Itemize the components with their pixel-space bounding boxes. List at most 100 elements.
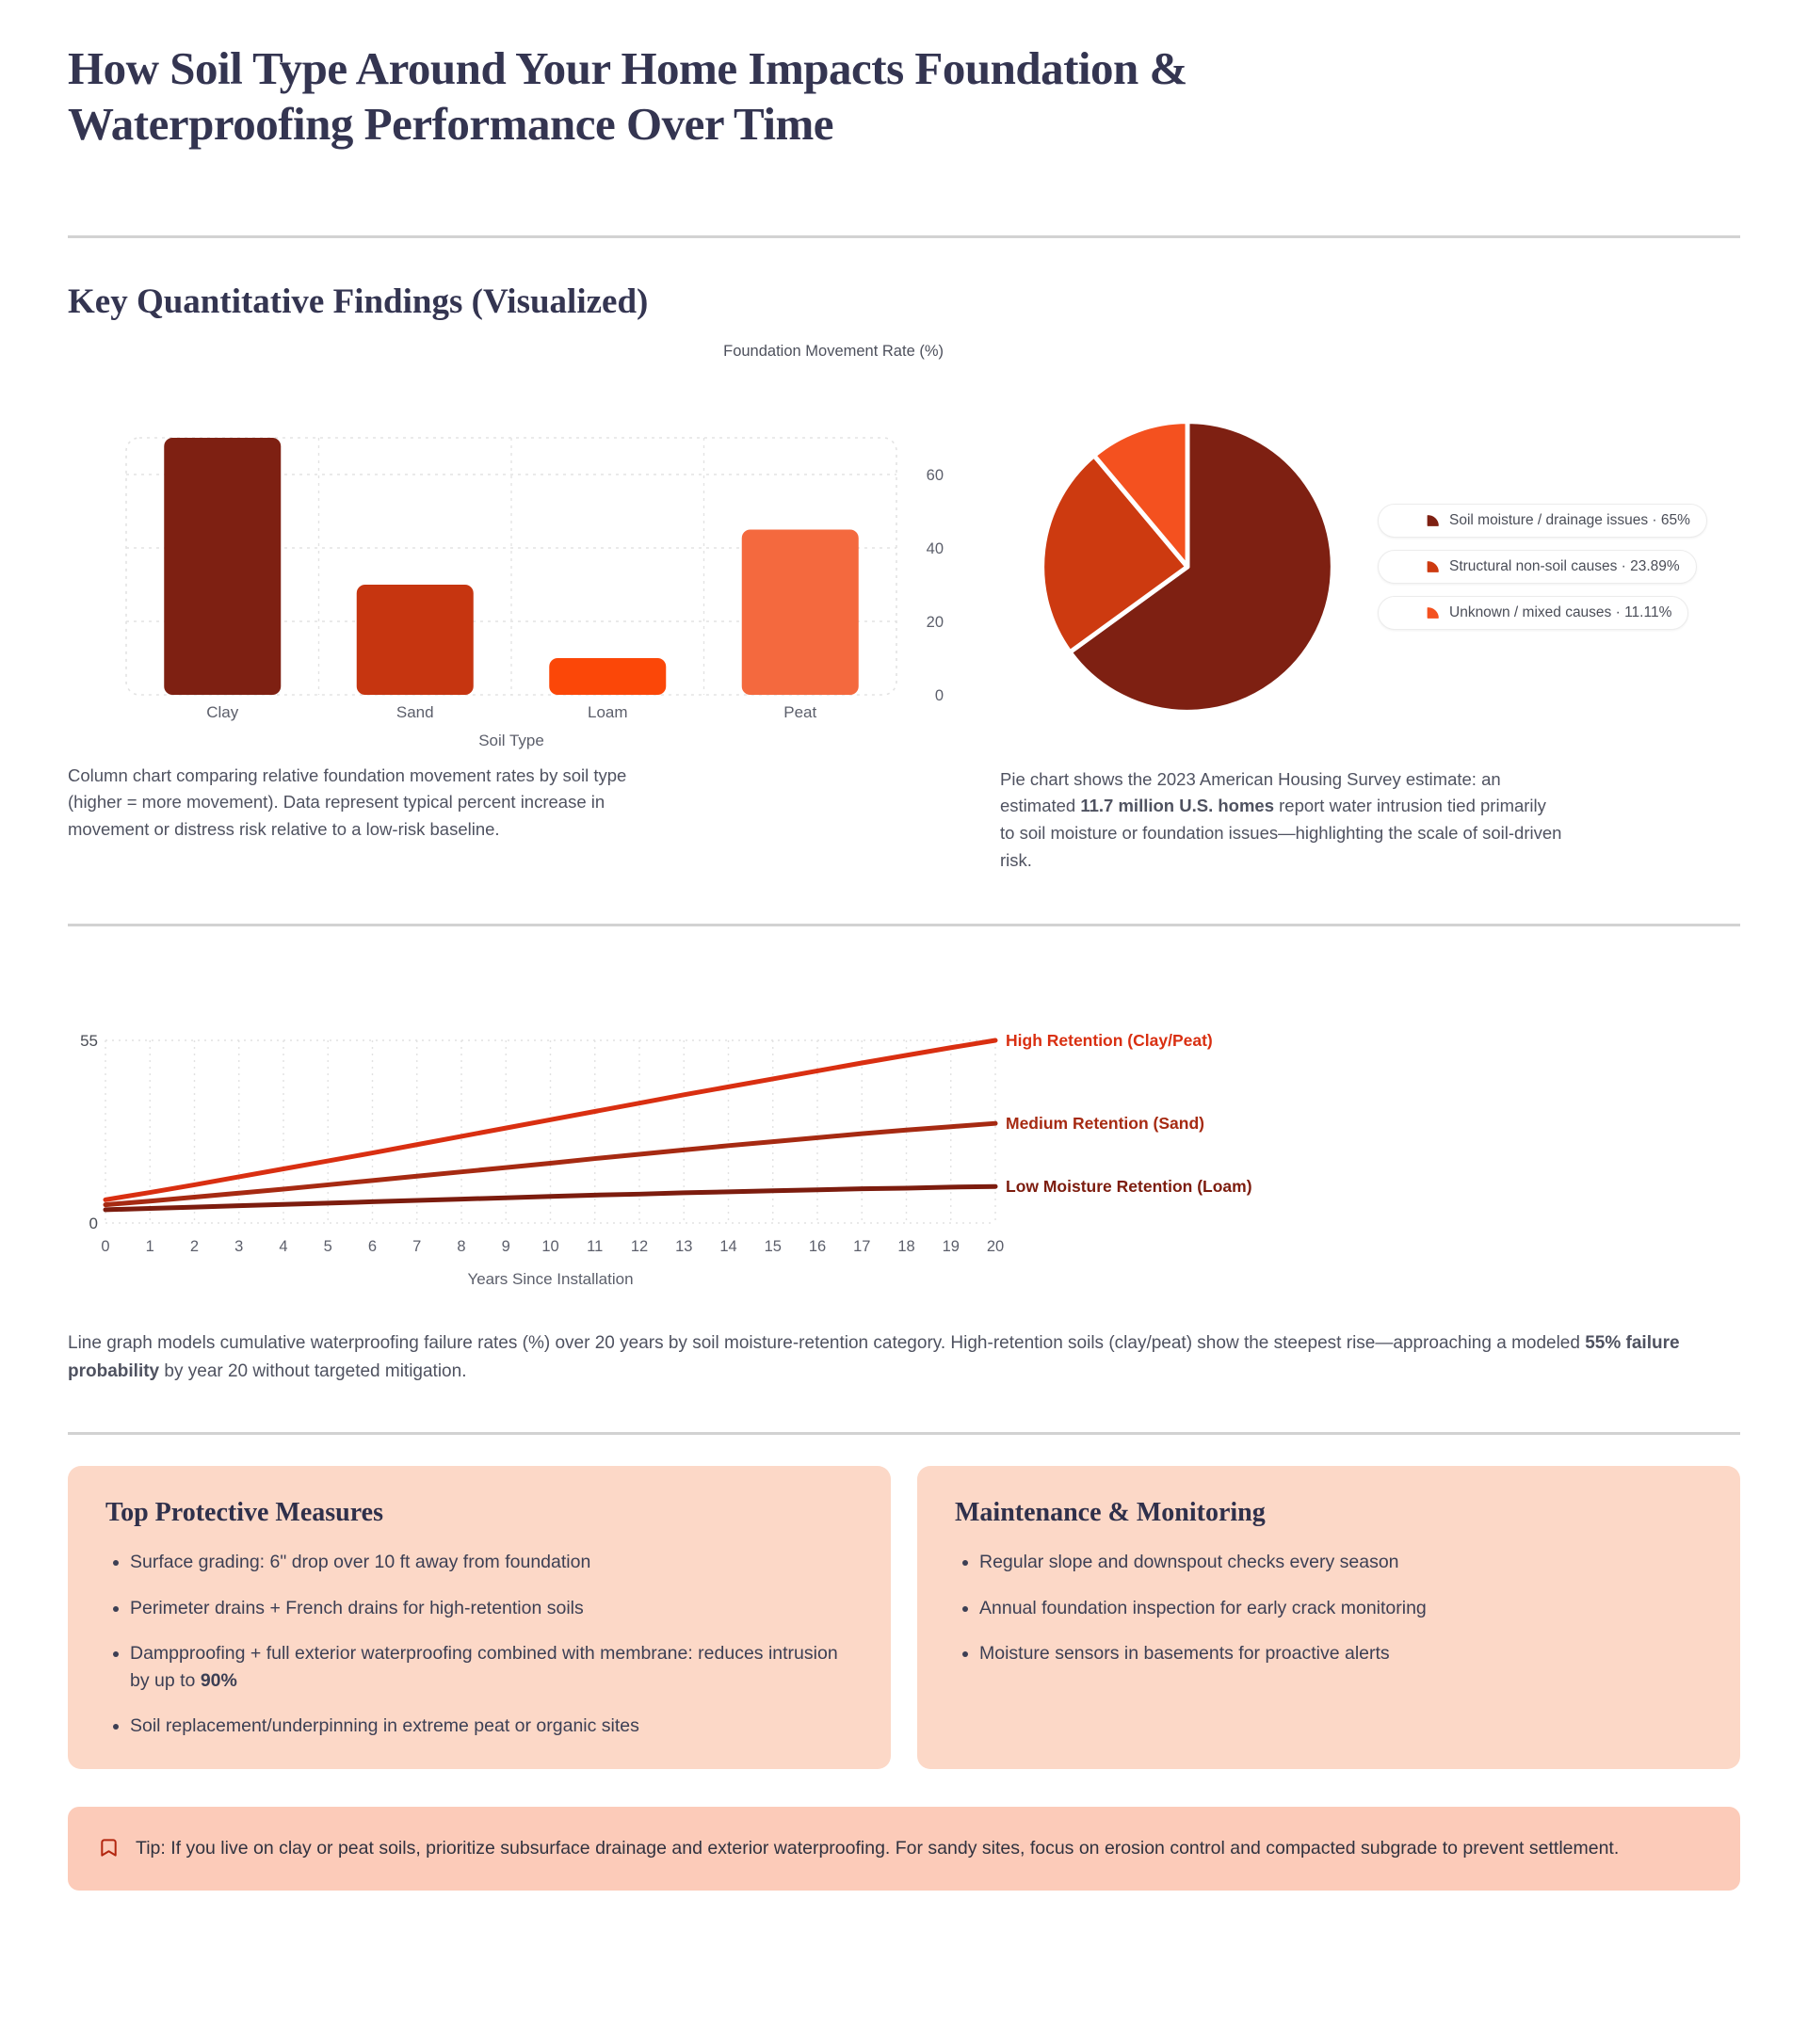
x-tick-label: 1 — [146, 1238, 154, 1255]
x-tick-label: Clay — [206, 703, 239, 721]
pie-slice-2 — [1091, 418, 1190, 570]
divider — [68, 234, 1740, 238]
pie-legend: Soil moisture / drainage issues · 65% Str… — [1378, 503, 1707, 630]
text: Soil replacement/underpinning in extreme… — [130, 1715, 639, 1737]
legend-label: Unknown / mixed causes · 11.11% — [1449, 604, 1672, 620]
x-tick-label: Sand — [396, 703, 434, 721]
divider — [68, 924, 1740, 927]
list-item: Moisture sensors in basements for proact… — [979, 1640, 1703, 1667]
y-tick-label: 0 — [89, 1215, 98, 1232]
series-label-1: Medium Retention (Sand) — [1006, 1114, 1204, 1133]
pie-wedge-icon — [1427, 561, 1439, 572]
x-tick-label: 5 — [324, 1238, 332, 1255]
x-tick-label: 8 — [457, 1238, 465, 1255]
bar-chart-title: Foundation Movement Rate (%) — [723, 343, 944, 360]
text: Tip: If you live on clay or peat soils, … — [136, 1837, 1620, 1859]
pie-slice-1 — [1040, 452, 1190, 654]
bold-text: 11.7 million U.S. homes — [1080, 796, 1274, 816]
x-tick-label: 0 — [101, 1238, 109, 1255]
tip-box: Tip: If you live on clay or peat soils, … — [68, 1806, 1740, 1891]
x-tick-label: Peat — [783, 703, 816, 721]
bookmark-icon — [98, 1837, 120, 1859]
text: Surface grading: 6" drop over 10 ft away… — [130, 1552, 591, 1573]
bold-text: 90% — [200, 1670, 237, 1692]
x-tick-label: 15 — [765, 1238, 782, 1255]
x-tick-label: 13 — [675, 1238, 692, 1255]
legend-item-1[interactable]: Structural non-soil causes · 23.89% — [1378, 549, 1697, 584]
x-tick-label: 19 — [943, 1238, 960, 1255]
series-label-0: High Retention (Clay/Peat) — [1006, 1031, 1213, 1050]
line-series-2 — [103, 1183, 998, 1213]
protective-measures-box: Top Protective Measures Surface grading:… — [68, 1466, 891, 1769]
x-tick-label: 11 — [587, 1238, 603, 1255]
x-tick-label: 4 — [279, 1238, 287, 1255]
list-item: Dampproofing + full exterior waterproofi… — [130, 1640, 853, 1696]
list-item: Regular slope and downspout checks every… — [979, 1549, 1703, 1576]
bar-chart: Foundation Movement Rate (%) 60 40 20 0 Clay S… — [125, 343, 944, 749]
text: Perimeter drains + French drains for hig… — [130, 1597, 584, 1618]
legend-item-2[interactable]: Unknown / mixed causes · 11.11% — [1378, 595, 1689, 630]
x-tick-label: 14 — [719, 1238, 736, 1255]
x-tick-label: 20 — [987, 1238, 1004, 1255]
text: Line graph models cumulative waterproofi… — [68, 1333, 1586, 1354]
line-chart-caption: Line graph models cumulative waterproofi… — [68, 1329, 1740, 1385]
pie-chart-area: Soil moisture / drainage issues · 65% Str… — [1000, 410, 1740, 723]
text: report water intrusion tied primarily to… — [1000, 796, 1562, 871]
list-item: Soil replacement/underpinning in extreme… — [130, 1713, 853, 1740]
x-tick-label: 6 — [368, 1238, 377, 1255]
bar-clay — [164, 437, 282, 695]
section-heading: Key Quantitative Findings (Visualized) — [68, 282, 649, 321]
charts-row: Foundation Movement Rate (%) 60 40 20 0 Clay S… — [68, 331, 1740, 875]
y-tick-label: 20 — [927, 614, 944, 631]
legend-item-0[interactable]: Soil moisture / drainage issues · 65% — [1378, 503, 1707, 538]
maintenance-monitoring-heading: Maintenance & Monitoring — [955, 1498, 1266, 1528]
article-page: How Soil Type Around Your Home Impacts F… — [0, 0, 1808, 1891]
pie-wedge-icon — [1427, 515, 1439, 526]
text: Moisture sensors in basements for proact… — [979, 1642, 1390, 1664]
page-title: How Soil Type Around Your Home Impacts F… — [68, 42, 1187, 150]
bar-chart-caption: Column chart comparing relative foundati… — [68, 763, 680, 845]
x-tick-label: 10 — [541, 1238, 558, 1255]
text: Dampproofing + full exterior waterproofi… — [130, 1642, 838, 1692]
x-tick-label: Loam — [588, 703, 628, 721]
x-tick-label: 16 — [809, 1238, 826, 1255]
x-tick-label: 18 — [897, 1238, 914, 1255]
series-label-2: Low Moisture Retention (Loam) — [1006, 1177, 1252, 1196]
y-tick-label: 0 — [935, 687, 944, 704]
maintenance-monitoring-box: Maintenance & Monitoring Regular slope a… — [917, 1466, 1740, 1769]
tip-text: Tip: If you live on clay or peat soils, … — [136, 1834, 1619, 1864]
x-tick-label: 3 — [234, 1238, 243, 1255]
text: Annual foundation inspection for early c… — [979, 1597, 1427, 1618]
line-series-1 — [103, 1120, 998, 1208]
list-item: Surface grading: 6" drop over 10 ft away… — [130, 1549, 853, 1576]
text: by year 20 without targeted mitigation. — [159, 1360, 467, 1381]
x-tick-label: 9 — [502, 1238, 510, 1255]
y-tick-label: 60 — [927, 467, 944, 484]
pie-wedge-icon — [1427, 607, 1439, 619]
bar-loam — [549, 657, 667, 695]
x-tick-label: 17 — [853, 1238, 870, 1255]
y-tick-label: 40 — [927, 540, 944, 557]
bar-xaxis-title: Soil Type — [478, 732, 544, 749]
bar-sand — [356, 584, 474, 695]
x-tick-label: 12 — [631, 1238, 648, 1255]
legend-label: Structural non-soil causes · 23.89% — [1449, 557, 1680, 574]
text: Regular slope and downspout checks every… — [979, 1552, 1399, 1573]
line-xaxis-title: Years Since Installation — [467, 1270, 633, 1288]
list-item: Annual foundation inspection for early c… — [979, 1595, 1703, 1622]
bar-chart-figure: Foundation Movement Rate (%) 60 40 20 0 Clay S… — [68, 331, 962, 845]
pie-chart — [1040, 418, 1335, 715]
line-series-0 — [103, 1038, 998, 1202]
x-tick-label: 2 — [190, 1238, 199, 1255]
divider — [68, 1432, 1740, 1436]
line-chart-figure: 55 0 0 1 2 3 4 5 6 7 8 9 10 11 12 13 14 15 16 17 18 19 20 Years… — [68, 962, 1740, 1292]
x-tick-label: 7 — [412, 1238, 421, 1255]
text: Pie chart shows the 2023 American Housin… — [1000, 768, 1501, 816]
y-tick-label: 55 — [80, 1032, 98, 1050]
pie-chart-caption: Pie chart shows the 2023 American Housin… — [1000, 766, 1565, 875]
bar-peat — [741, 529, 859, 695]
protective-measures-heading: Top Protective Measures — [105, 1498, 383, 1528]
text: Column chart comparing relative foundati… — [68, 764, 627, 840]
list-item: Perimeter drains + French drains for hig… — [130, 1595, 853, 1622]
